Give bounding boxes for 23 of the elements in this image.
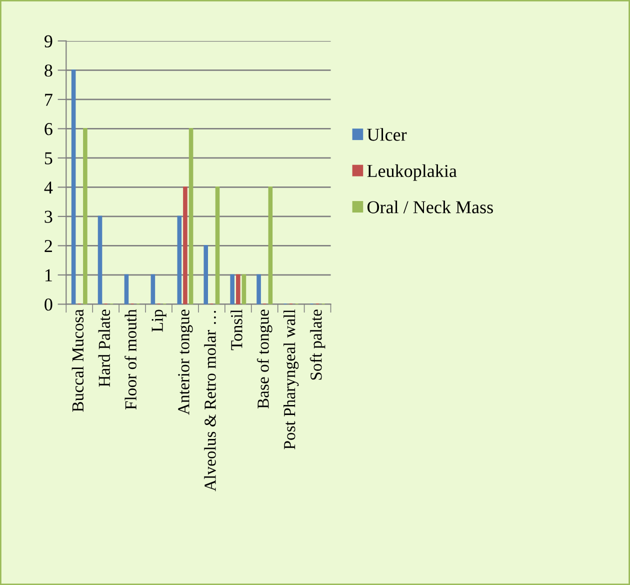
y-tick-label: 5: [44, 152, 52, 164]
y-tick-label: 2: [44, 240, 52, 252]
x-tick-label: Hard Palate: [98, 310, 110, 387]
legend-label: Oral / Neck Mass: [367, 200, 493, 214]
y-tick-label: 7: [45, 94, 52, 106]
x-tick-label: Floor of mouth: [124, 309, 136, 410]
y-tick-label: 4: [44, 182, 53, 194]
y-tick-label: 1: [46, 269, 52, 282]
x-tick-label: Buccal Mucosa: [72, 309, 84, 412]
y-tick-label: 6: [44, 123, 52, 136]
y-tick-label: 9: [44, 35, 52, 48]
x-tick-label: Soft palate: [310, 310, 326, 380]
x-tick-label: Anterior tongue: [178, 310, 193, 415]
y-tick-label: 0: [44, 298, 52, 311]
legend-label: Ulcer: [367, 128, 407, 141]
x-tick-label: Base of tongue: [256, 310, 272, 409]
y-tick-label: 3: [44, 210, 52, 223]
x-tick-label: Post Pharyngeal wall: [283, 309, 299, 450]
x-tick-label: Lip: [152, 310, 166, 332]
y-tick-label: 8: [44, 64, 52, 77]
x-tick-label: Tonsil: [230, 309, 242, 350]
x-tick-label: Alveolus & Retro molar …: [204, 310, 216, 492]
legend-label: Leukoplakia: [367, 164, 457, 181]
